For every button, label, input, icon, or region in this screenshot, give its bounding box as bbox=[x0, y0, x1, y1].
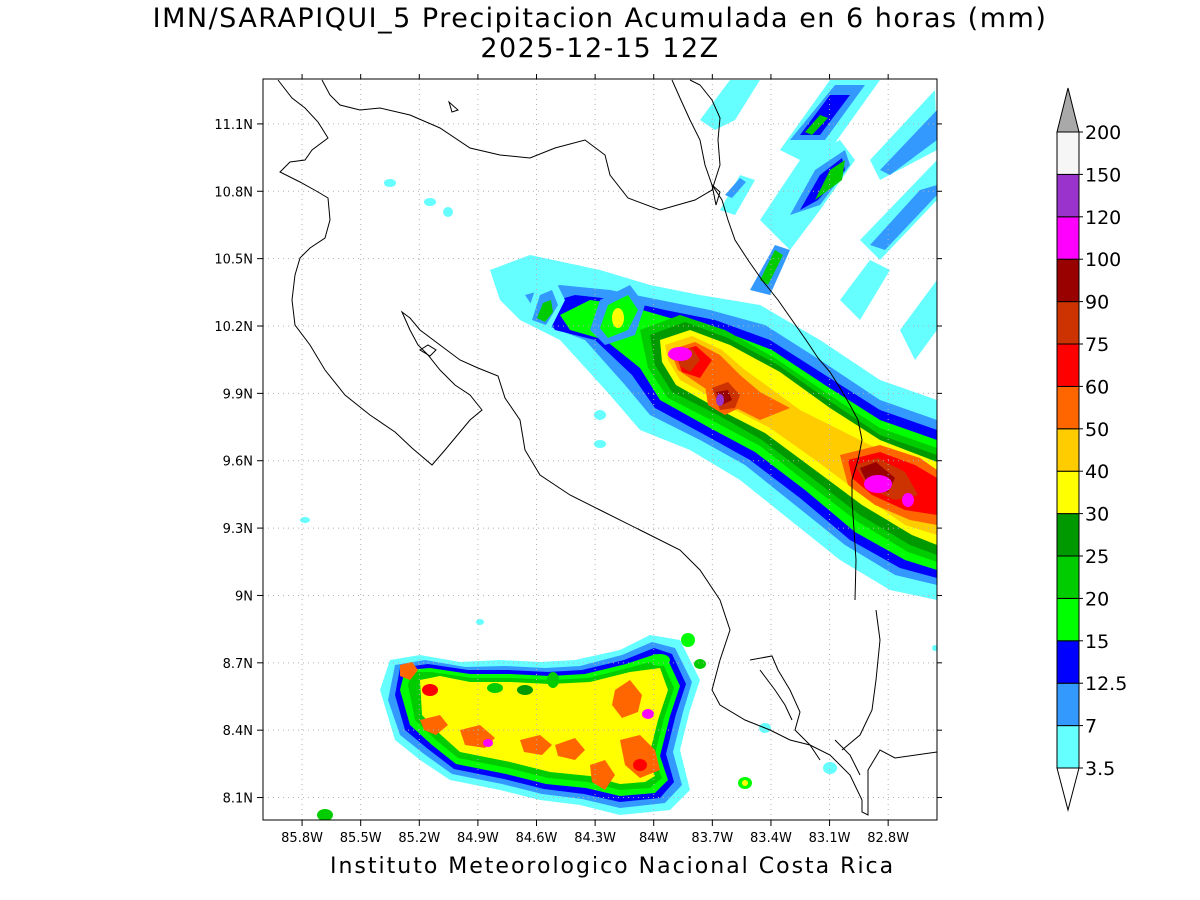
colorbar-label: 150 bbox=[1085, 164, 1121, 186]
colorbar-swatch bbox=[1056, 301, 1080, 345]
colorbar-swatch bbox=[1056, 555, 1080, 599]
map-frame bbox=[262, 78, 938, 821]
coastlines bbox=[277, 79, 937, 816]
lon-tick-label: 83.7W bbox=[691, 831, 733, 846]
colorbar-swatch bbox=[1056, 258, 1080, 303]
colorbar-swatch bbox=[1056, 428, 1080, 472]
southern-band bbox=[317, 633, 752, 820]
colorbar-label: 75 bbox=[1085, 334, 1109, 356]
map-gridlines bbox=[263, 79, 937, 820]
lat-tick-label: 11.1N bbox=[214, 118, 253, 133]
colorbar-swatch bbox=[1056, 385, 1080, 430]
scattered-cells bbox=[300, 179, 937, 774]
colorbar-swatch bbox=[1056, 725, 1080, 769]
colorbar-label: 15 bbox=[1085, 631, 1109, 653]
colorbar-label: 30 bbox=[1085, 504, 1109, 526]
colorbar-label: 200 bbox=[1085, 122, 1121, 144]
colorbar-swatch bbox=[1056, 682, 1080, 727]
lat-tick-label: 9.9N bbox=[223, 387, 253, 402]
northwest-cells bbox=[525, 280, 645, 345]
country-border bbox=[671, 79, 863, 601]
colorbar-label: 20 bbox=[1085, 588, 1109, 610]
longitude-axis: 85.8W 85.5W 85.2W 84.9W 84.6W 84.3W 84W 83.7W 83… bbox=[281, 74, 909, 846]
precipitation-field bbox=[300, 80, 937, 820]
colorbar-swatch bbox=[1056, 131, 1080, 175]
colorbar-label: 40 bbox=[1085, 461, 1109, 483]
lon-tick-label: 84.3W bbox=[574, 831, 616, 846]
lat-tick-label: 9.6N bbox=[223, 455, 253, 470]
lat-tick-label: 10.8N bbox=[214, 185, 253, 200]
colorbar-label: 12.5 bbox=[1085, 673, 1127, 695]
colorbar-swatch bbox=[1056, 470, 1080, 515]
lon-tick-label: 85.2W bbox=[398, 831, 440, 846]
colorbar-swatch bbox=[1056, 343, 1080, 387]
colorbar-label: 25 bbox=[1085, 546, 1109, 568]
lon-tick-label: 85.5W bbox=[340, 831, 382, 846]
lon-tick-label: 84.9W bbox=[457, 831, 499, 846]
colorbar-label: 7 bbox=[1085, 716, 1097, 738]
latitude-axis: 11.1N 10.8N 10.5N 10.2N 9.9N 9.6N 9.3N 9N 8.7N 8.… bbox=[214, 118, 942, 807]
lat-tick-label: 9.3N bbox=[223, 522, 253, 537]
lon-tick-label: 83.1W bbox=[809, 831, 851, 846]
colorbar-label: 120 bbox=[1085, 207, 1121, 229]
colorbar-swatch bbox=[1056, 597, 1080, 642]
colorbar-legend: 3.5 7 12.5 15 20 25 30 40 50 60 75 90 100 120 150 200 bbox=[1056, 87, 1127, 812]
colorbar-swatch bbox=[1056, 216, 1080, 260]
colorbar-label: 100 bbox=[1085, 249, 1121, 271]
colorbar-label: 90 bbox=[1085, 292, 1109, 314]
map-date: 2025-12-15 12Z bbox=[480, 33, 720, 64]
lon-tick-label: 85.8W bbox=[281, 831, 323, 846]
colorbar-label: 50 bbox=[1085, 419, 1109, 441]
colorbar-swatch bbox=[1056, 513, 1080, 557]
colorbar-under-triangle bbox=[1056, 767, 1080, 812]
lat-tick-label: 9N bbox=[235, 589, 253, 604]
colorbar-label: 60 bbox=[1085, 376, 1109, 398]
map-title: IMN/SARAPIQUI_5 Precipitacion Acumulada … bbox=[152, 3, 1048, 34]
lon-tick-label: 84W bbox=[639, 831, 669, 846]
lon-tick-label: 84.6W bbox=[516, 831, 558, 846]
ne-streaks bbox=[700, 80, 937, 360]
colorbar-label: 3.5 bbox=[1085, 758, 1115, 780]
lat-tick-label: 8.1N bbox=[223, 792, 253, 807]
lon-tick-label: 83.4W bbox=[750, 831, 792, 846]
lat-tick-label: 10.2N bbox=[214, 320, 253, 335]
colorbar-swatch bbox=[1056, 640, 1080, 684]
colorbar-swatch bbox=[1056, 173, 1080, 218]
lat-tick-label: 10.5N bbox=[214, 253, 253, 268]
lat-tick-label: 8.7N bbox=[223, 657, 253, 672]
footer-credit: Instituto Meteorologico Nacional Costa R… bbox=[330, 854, 896, 879]
colorbar-over-triangle bbox=[1056, 87, 1080, 133]
lat-tick-label: 8.4N bbox=[223, 724, 253, 739]
lon-tick-label: 82.8W bbox=[867, 831, 909, 846]
